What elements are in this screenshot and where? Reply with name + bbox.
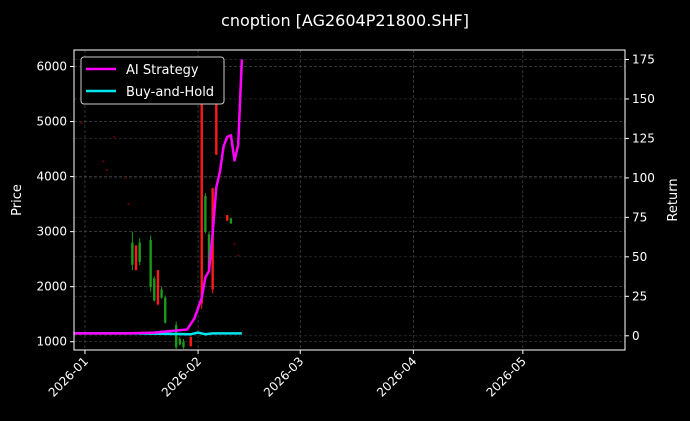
candle-body <box>127 203 130 206</box>
legend-strategy-label: AI Strategy <box>126 63 199 78</box>
candle-body <box>123 177 127 179</box>
candle-body <box>134 245 138 271</box>
candle-body <box>182 341 185 348</box>
x-tick-label: 2026-02 <box>159 354 204 399</box>
right-y-tick-label: 0 <box>632 329 640 343</box>
right-y-axis: 0 25 50 75 100 125 150 175 <box>625 52 655 343</box>
x-tick-label: 2026-04 <box>374 354 419 399</box>
candle-body <box>204 195 207 232</box>
candle-body <box>237 254 240 257</box>
candle-body <box>164 297 167 323</box>
legend-buyhold-label: Buy-and-Hold <box>126 85 214 100</box>
return-lines <box>74 59 244 336</box>
candle-body <box>233 243 236 245</box>
candle-body <box>178 338 182 345</box>
candle-body <box>229 218 233 224</box>
left-y-axis: 1000 2000 3000 4000 5000 6000 <box>36 60 74 349</box>
candle-body <box>138 242 141 262</box>
candle-body <box>156 270 160 305</box>
x-tick-label: 2026-01 <box>46 354 91 399</box>
right-y-label: Return <box>666 178 681 221</box>
legend: AI Strategy Buy-and-Hold <box>80 56 225 105</box>
left-y-tick-label: 5000 <box>36 115 67 129</box>
strategy-line <box>74 59 244 335</box>
left-y-tick-label: 3000 <box>36 225 67 239</box>
legend-box <box>80 56 225 105</box>
right-y-tick-label: 175 <box>632 52 655 66</box>
candle-body <box>153 278 156 301</box>
candle-body <box>174 325 178 348</box>
left-y-tick-label: 2000 <box>36 280 67 294</box>
left-y-tick-label: 1000 <box>36 335 67 349</box>
candle-body <box>80 122 83 124</box>
candle-body <box>101 160 105 163</box>
candle-body <box>112 136 116 138</box>
candle-body <box>149 239 152 287</box>
plot-frame <box>73 49 626 351</box>
x-tick-label: 2026-05 <box>484 354 529 399</box>
x-axis: 2026-01 2026-02 2026-03 2026-04 2026-05 <box>46 350 529 400</box>
left-y-tick-label: 4000 <box>36 170 67 184</box>
candle-body <box>215 100 218 155</box>
candle-body <box>207 234 211 271</box>
right-y-tick-label: 100 <box>632 171 655 185</box>
candle-body <box>226 215 229 221</box>
x-tick-label: 2026-03 <box>261 354 306 399</box>
candle-body <box>160 289 163 298</box>
right-y-tick-label: 50 <box>632 250 647 264</box>
right-y-tick-label: 125 <box>632 131 655 145</box>
chart-title: cnoption [AG2604P21800.SHF] <box>221 11 469 30</box>
right-y-tick-label: 150 <box>632 92 655 106</box>
left-y-label: Price <box>10 184 25 216</box>
right-y-tick-label: 75 <box>632 210 647 224</box>
right-y-tick-label: 25 <box>632 289 647 303</box>
left-y-tick-label: 6000 <box>36 60 67 74</box>
candle-body <box>105 169 109 171</box>
candle-body <box>200 66 203 304</box>
candle-body <box>189 336 192 347</box>
candle-body <box>131 242 134 265</box>
